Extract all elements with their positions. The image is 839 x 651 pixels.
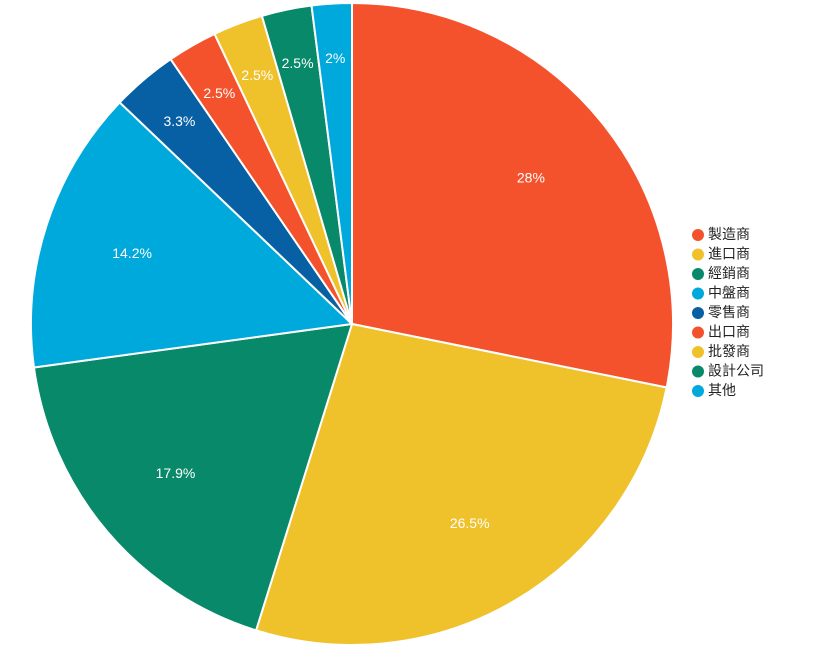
slice-value-label: 2.5% xyxy=(203,85,235,101)
legend-swatch xyxy=(692,346,704,358)
legend-item: 製造商 xyxy=(692,227,750,243)
pie-slice xyxy=(310,2,353,325)
legend-swatch xyxy=(692,248,704,261)
legend-swatch xyxy=(692,326,704,339)
legend-item: 經銷商 xyxy=(692,266,750,282)
slice-value-label: 28% xyxy=(517,170,545,186)
legend-item: 批發商 xyxy=(692,344,750,360)
slice-value-label: 2.5% xyxy=(282,55,314,71)
legend-item: 中盤商 xyxy=(692,286,750,302)
legend-item: 設計公司 xyxy=(692,364,764,380)
slice-value-label: 26.5% xyxy=(450,515,490,531)
legend-label: 零售商 xyxy=(708,305,750,321)
legend-label: 進口商 xyxy=(708,247,750,263)
legend-swatch xyxy=(692,365,704,378)
slice-value-label: 2.5% xyxy=(241,67,273,83)
pie-slice xyxy=(255,323,668,646)
legend-label: 批發商 xyxy=(708,344,750,360)
legend-label: 出口商 xyxy=(708,325,750,341)
legend-item: 其他 xyxy=(692,383,736,399)
pie-slice-labels: 28% 26.5% 17.9% 14.2% 3.3% 2.5% 2.5% 2.5% 2% xyxy=(112,50,545,531)
legend-swatch xyxy=(692,307,704,319)
legend-swatch xyxy=(692,229,704,241)
pie-slice xyxy=(30,101,353,369)
legend-swatch xyxy=(692,385,704,397)
slice-value-label: 2% xyxy=(325,50,345,66)
legend-label: 經銷商 xyxy=(708,266,750,282)
legend-label: 設計公司 xyxy=(708,364,764,380)
legend-item: 出口商 xyxy=(692,325,750,341)
pie-slice xyxy=(32,323,353,632)
pie-slice xyxy=(351,2,674,389)
slice-value-label: 14.2% xyxy=(112,245,152,261)
legend-label: 製造商 xyxy=(708,227,750,243)
legend-swatch xyxy=(692,268,704,280)
legend-item: 進口商 xyxy=(692,247,750,263)
legend-item: 零售商 xyxy=(692,305,750,321)
slice-value-label: 17.9% xyxy=(156,465,196,481)
pie-slices xyxy=(30,2,674,646)
legend-label: 中盤商 xyxy=(708,286,750,302)
slice-value-label: 3.3% xyxy=(163,113,195,129)
legend-label: 其他 xyxy=(708,383,736,399)
legend-swatch xyxy=(692,287,704,300)
